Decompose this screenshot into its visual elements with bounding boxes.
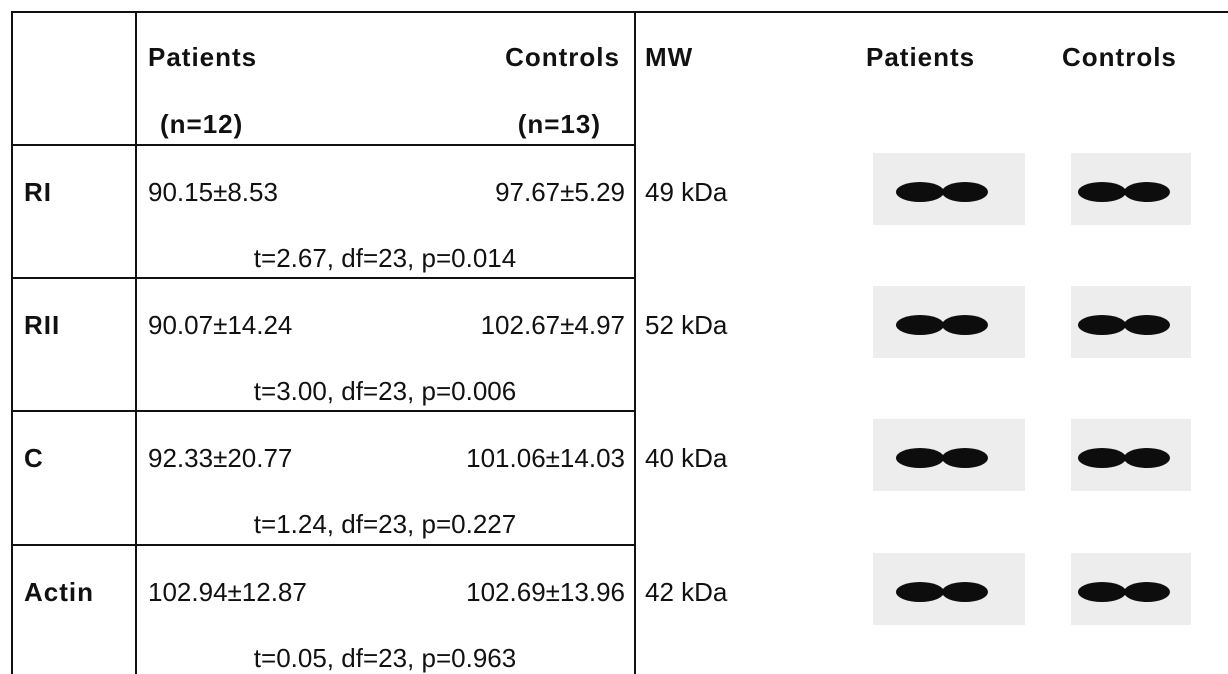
blot-band [942,582,988,602]
blot-band [1078,182,1126,202]
table-figure: Patients Controls MW Patients Controls (… [0,0,1228,674]
blot-band [1078,582,1126,602]
mw-value: 49 kDa [645,177,727,207]
stats: t=3.00, df=23, p=0.006 [254,376,516,406]
patients-value: 90.07±14.24 [148,310,292,340]
header-cell: Controls [1062,42,1177,72]
blot-band [1124,448,1170,468]
header-cell: Patients [866,42,975,72]
mw-value: 52 kDa [645,310,727,340]
blot-band [942,315,988,335]
controls-value: 102.67±4.97 [481,310,625,340]
blot-band [1124,315,1170,335]
blot-band [1078,448,1126,468]
row-label: C [24,443,44,473]
rule [634,11,636,674]
header-cell: MW [645,42,693,72]
header-cell: Controls [505,42,620,72]
patients-value: 92.33±20.77 [148,443,292,473]
blot-band [942,448,988,468]
row-label: RII [24,310,60,340]
mw-value: 40 kDa [645,443,727,473]
blot-band [896,582,944,602]
rule [12,410,635,412]
subheader-cell: (n=13) [518,109,601,139]
rule [12,11,1228,13]
rule [12,144,635,146]
blot-band [1078,315,1126,335]
stats: t=1.24, df=23, p=0.227 [254,509,516,539]
rule [11,11,13,674]
row-label: Actin [24,577,94,607]
rule [12,544,635,546]
blot-band [896,182,944,202]
stats: t=0.05, df=23, p=0.963 [254,643,516,673]
blot-band [896,448,944,468]
rule [12,277,635,279]
controls-value: 101.06±14.03 [466,443,625,473]
blot-band [1124,182,1170,202]
controls-value: 97.67±5.29 [495,177,625,207]
row-label: RI [24,177,52,207]
subheader-cell: (n=12) [160,109,243,139]
blot-band [896,315,944,335]
blot-band [942,182,988,202]
patients-value: 102.94±12.87 [148,577,307,607]
blot-band [1124,582,1170,602]
patients-value: 90.15±8.53 [148,177,278,207]
stats: t=2.67, df=23, p=0.014 [254,243,516,273]
controls-value: 102.69±13.96 [466,577,625,607]
rule [135,11,137,674]
mw-value: 42 kDa [645,577,727,607]
header-cell: Patients [148,42,257,72]
